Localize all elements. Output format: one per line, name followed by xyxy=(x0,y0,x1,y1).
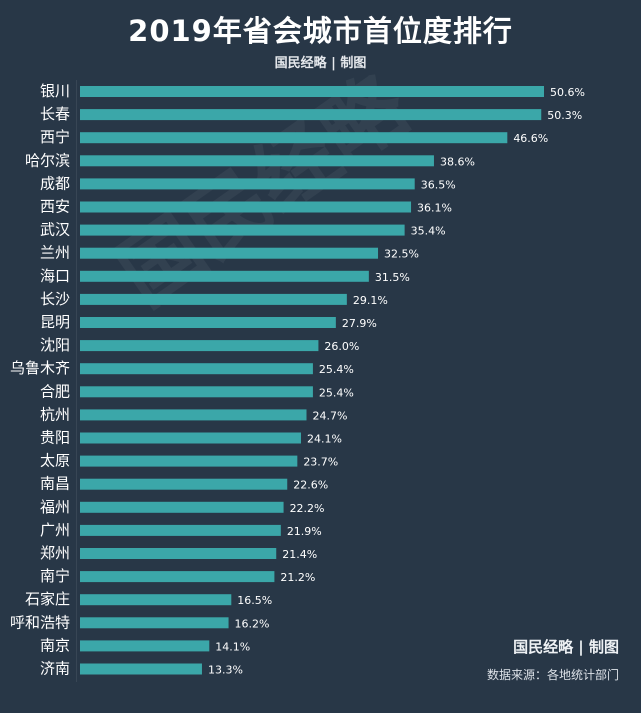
value-label: 16.2% xyxy=(235,617,270,630)
bar xyxy=(80,640,210,652)
category-label: 西宁 xyxy=(40,128,70,146)
bar xyxy=(80,409,307,421)
footer-brand: 国民经略 | 制图 xyxy=(513,638,619,656)
bar xyxy=(80,109,542,121)
category-label: 福州 xyxy=(40,498,70,516)
bar xyxy=(80,548,277,559)
bar xyxy=(80,293,347,305)
category-label: 南宁 xyxy=(40,567,70,585)
category-label: 乌鲁木齐 xyxy=(10,359,70,377)
bar xyxy=(80,455,298,467)
value-label: 21.9% xyxy=(287,525,322,538)
category-label: 沈阳 xyxy=(40,336,70,354)
category-label: 合肥 xyxy=(40,382,70,400)
value-label: 25.4% xyxy=(319,386,354,399)
bar xyxy=(80,317,336,328)
bar xyxy=(80,247,379,259)
value-label: 35.4% xyxy=(411,225,446,238)
bar xyxy=(80,270,369,282)
chart-title: 2019年省会城市首位度排行 xyxy=(128,14,513,48)
value-label: 21.2% xyxy=(280,571,315,584)
category-label: 贵阳 xyxy=(40,429,70,447)
category-label: 济南 xyxy=(40,660,70,678)
category-label: 太原 xyxy=(40,452,70,470)
category-label: 成都 xyxy=(40,174,70,192)
bar xyxy=(80,178,415,190)
bar xyxy=(80,155,434,167)
value-label: 13.3% xyxy=(208,664,243,677)
category-label: 南京 xyxy=(40,636,70,654)
bar xyxy=(80,501,284,513)
category-label: 长春 xyxy=(40,105,70,123)
bar xyxy=(80,201,412,213)
category-label: 西安 xyxy=(40,198,70,216)
category-label: 长沙 xyxy=(40,290,70,308)
data-source: 数据来源：各地统计部门 xyxy=(486,668,619,682)
axis-line xyxy=(76,80,77,682)
bar xyxy=(80,340,319,352)
bar xyxy=(80,663,202,675)
value-label: 23.7% xyxy=(303,456,338,469)
category-label: 武汉 xyxy=(40,221,70,239)
category-label: 广州 xyxy=(40,521,70,539)
value-label: 24.7% xyxy=(312,409,347,422)
bar xyxy=(80,363,313,375)
value-label: 22.2% xyxy=(290,502,325,515)
bar xyxy=(80,617,229,629)
value-label: 36.1% xyxy=(417,202,452,215)
bar xyxy=(80,524,281,536)
value-label: 31.5% xyxy=(375,271,410,284)
category-label: 银川 xyxy=(40,82,70,100)
bar xyxy=(80,386,313,398)
category-label: 哈尔滨 xyxy=(25,151,70,169)
value-label: 32.5% xyxy=(384,248,419,261)
value-label: 24.1% xyxy=(307,433,342,446)
value-label: 22.6% xyxy=(293,479,328,492)
value-label: 50.3% xyxy=(547,109,582,122)
bar xyxy=(80,224,405,236)
value-label: 46.6% xyxy=(513,132,548,145)
category-label: 昆明 xyxy=(40,313,70,331)
category-label: 郑州 xyxy=(40,544,70,562)
category-label: 海口 xyxy=(40,267,70,285)
category-label: 南昌 xyxy=(40,475,70,493)
value-label: 16.5% xyxy=(237,594,272,607)
bar xyxy=(80,478,288,490)
value-label: 25.4% xyxy=(319,363,354,376)
category-label: 杭州 xyxy=(40,405,70,423)
bar xyxy=(80,594,232,606)
value-label: 36.5% xyxy=(421,178,456,191)
value-label: 21.4% xyxy=(282,548,317,561)
bar xyxy=(80,432,301,444)
bar xyxy=(80,86,544,97)
value-label: 29.1% xyxy=(353,294,388,307)
value-label: 50.6% xyxy=(550,86,585,99)
value-label: 38.6% xyxy=(440,155,475,168)
value-label: 27.9% xyxy=(342,317,377,330)
bar xyxy=(80,132,508,144)
category-label: 兰州 xyxy=(40,244,70,262)
brand-credit: 国民经略 | 制图 xyxy=(274,56,367,71)
bar xyxy=(80,571,275,583)
category-label: 呼和浩特 xyxy=(10,613,70,631)
value-label: 26.0% xyxy=(324,340,359,353)
value-label: 14.1% xyxy=(215,640,250,653)
category-label: 石家庄 xyxy=(25,590,70,608)
